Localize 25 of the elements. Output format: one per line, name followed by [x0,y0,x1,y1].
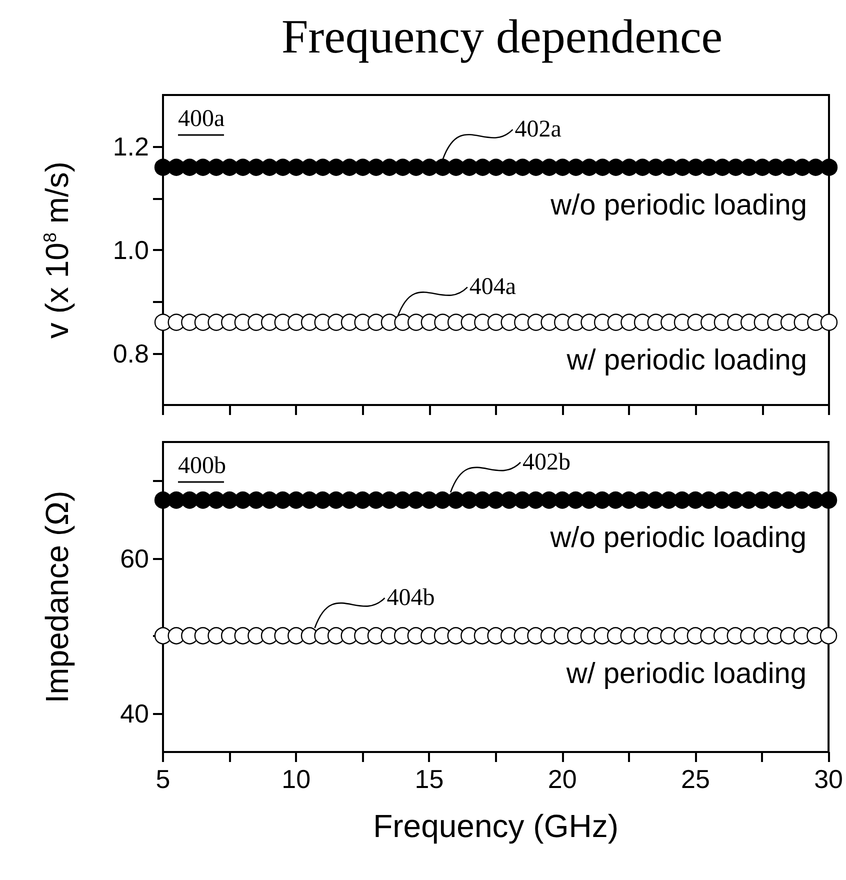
y-axis-title: Impedance (Ω) [39,490,75,704]
x-tick-label: 30 [814,764,843,794]
y-tick-label: 60 [120,543,149,574]
annotation: w/ periodic loading [566,344,807,376]
x-tick-label: 15 [414,764,444,794]
y-tick-label: 40 [120,698,149,728]
chart-title: Frequency dependence [281,10,723,64]
x-tick-label: 10 [282,764,311,794]
x-tick-label: 5 [156,764,170,794]
annotation: 404a [469,274,516,300]
annotation: 402b [522,449,571,476]
y-tick-label: 1.2 [112,132,149,162]
y-tick-label: 1.0 [112,235,149,265]
x-axis-title: Frequency (GHz) [373,808,618,844]
y-axis-title: v (x 108 m/s) [39,161,75,339]
annotation: 400b [178,453,226,479]
annotation: w/o periodic loading [550,189,807,222]
annotation: w/o periodic loading [549,522,807,554]
annotation: w/ periodic loading [565,658,807,690]
x-tick-label: 25 [680,764,710,794]
annotation: 402a [514,116,562,143]
annotation: 404b [386,585,435,611]
annotation: 400a [178,106,225,132]
y-tick-label: 0.8 [112,338,149,368]
x-tick-label: 20 [548,764,577,794]
